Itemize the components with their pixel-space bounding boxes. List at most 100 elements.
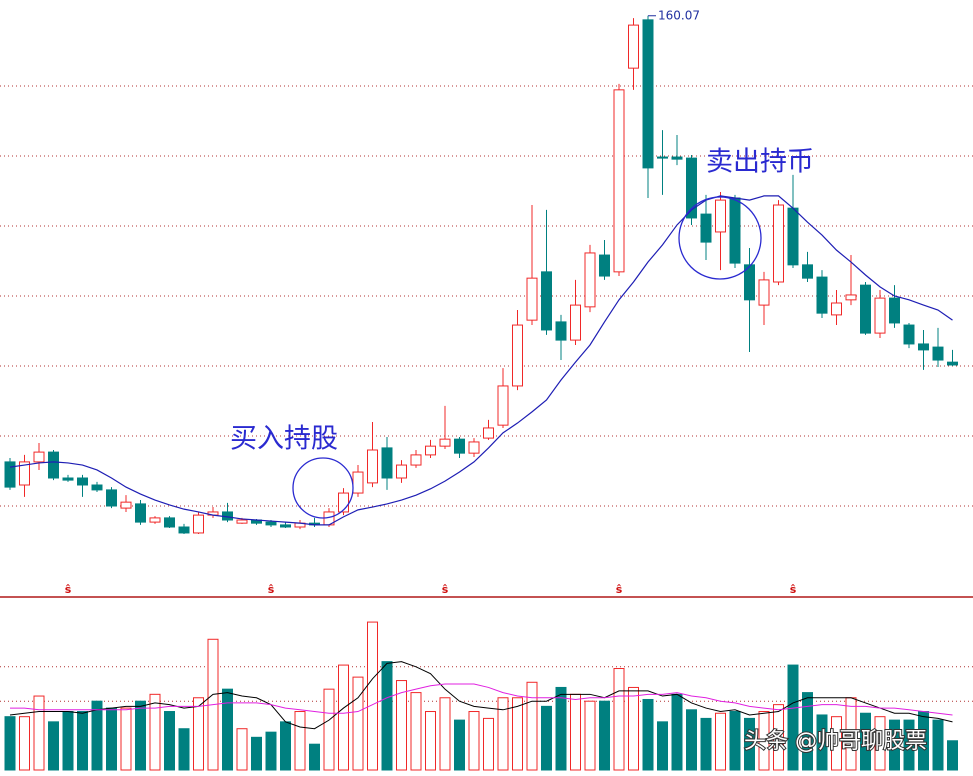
candle-body: [193, 514, 204, 534]
candle-body: [425, 445, 436, 456]
volume-bar: [932, 719, 944, 771]
volume-bar: [62, 711, 74, 771]
candle-body: [947, 361, 958, 366]
volume-bar: [816, 714, 828, 771]
candle-body: [903, 324, 915, 345]
volume-bar: [874, 716, 886, 771]
candle-body: [468, 441, 480, 454]
volume-bar: [352, 676, 364, 771]
volume-bar: [599, 700, 610, 771]
event-marker: ŝ: [616, 583, 623, 596]
candle-body: [120, 501, 132, 509]
volume-panel: [4, 621, 958, 771]
volume-bar: [628, 686, 639, 771]
volume-bar: [729, 711, 741, 771]
volume-bar: [541, 705, 552, 771]
volume-bar: [802, 692, 813, 771]
candle-body: [48, 451, 59, 479]
volume-bar: [294, 711, 306, 771]
volume-bar: [19, 716, 30, 771]
sell-annotation: 卖出持币: [706, 147, 814, 178]
event-marker: ŝ: [790, 583, 797, 596]
candle-body: [599, 254, 610, 277]
volume-bar: [309, 743, 320, 771]
volume-bar: [396, 680, 407, 771]
candle-body: [178, 526, 190, 534]
volume-bar: [715, 712, 726, 771]
candle-body: [236, 519, 248, 524]
candle-body: [497, 385, 509, 426]
candle-body: [657, 156, 668, 159]
candle-body: [367, 449, 378, 484]
candle-body: [149, 517, 161, 523]
volume-bar: [193, 697, 204, 771]
volume-bar: [526, 681, 538, 771]
candle-body: [454, 438, 465, 454]
candle-body: [526, 277, 538, 321]
volume-bar: [149, 693, 161, 771]
candle-body: [671, 156, 683, 160]
volume-average: [9, 661, 953, 730]
volume-bar: [671, 693, 683, 771]
candle-body: [802, 264, 813, 279]
volume-bar: [33, 695, 45, 771]
candle-body: [787, 207, 799, 266]
volume-bar: [323, 688, 335, 771]
candle-body: [729, 197, 741, 264]
volume-bar: [251, 736, 262, 771]
candle-body: [164, 517, 175, 528]
event-marker: ŝ: [268, 583, 275, 596]
candle-body: [135, 503, 146, 523]
candle-body: [512, 324, 523, 387]
buy-annotation: 买入持股: [230, 424, 338, 455]
candle-body: [845, 294, 857, 301]
sell-circle: [678, 196, 762, 280]
volume-bar: [164, 711, 175, 771]
candle-body: [91, 484, 103, 491]
watermark: 头条 @帅哥聊股票: [744, 729, 927, 754]
volume-bar: [947, 740, 958, 771]
candle-body: [932, 346, 944, 361]
buy-circle: [292, 457, 354, 519]
volume-bar: [512, 697, 523, 771]
volume-bar: [483, 717, 494, 771]
candle-body: [831, 302, 842, 316]
candle-body: [570, 304, 581, 341]
volume-bar: [454, 719, 465, 771]
price-panel: 160.07: [4, 8, 958, 534]
volume-bar: [120, 707, 132, 771]
volume-bar: [889, 719, 900, 771]
volume-bar: [468, 711, 480, 771]
volume-bar: [773, 704, 784, 771]
volume-bar: [48, 721, 59, 771]
candle-body: [555, 321, 567, 341]
volume-bar: [236, 728, 248, 771]
volume-bar: [903, 719, 915, 771]
candle-body: [338, 492, 349, 513]
volume-bar: [265, 731, 277, 771]
volume-bar: [425, 711, 436, 771]
candle-body: [280, 524, 291, 528]
volume-bar: [555, 686, 567, 771]
volume-bar: [106, 707, 117, 771]
volume-bar: [758, 711, 770, 771]
volume-bar: [787, 664, 799, 771]
volume-bar: [222, 688, 233, 771]
event-marker: ŝ: [442, 583, 449, 596]
max-label: 160.07: [658, 8, 700, 22]
volume-bar: [77, 711, 88, 771]
candle-body: [700, 213, 712, 243]
candle-body: [106, 489, 117, 507]
volume-bar: [439, 697, 451, 771]
volume-bar: [280, 721, 291, 771]
volume-bar: [642, 698, 654, 771]
candle-body: [773, 204, 784, 283]
candle-body: [686, 157, 697, 219]
candle-body: [758, 279, 770, 306]
volume-bar: [613, 668, 625, 771]
volume-bar: [4, 716, 16, 771]
candle-body: [541, 271, 552, 331]
